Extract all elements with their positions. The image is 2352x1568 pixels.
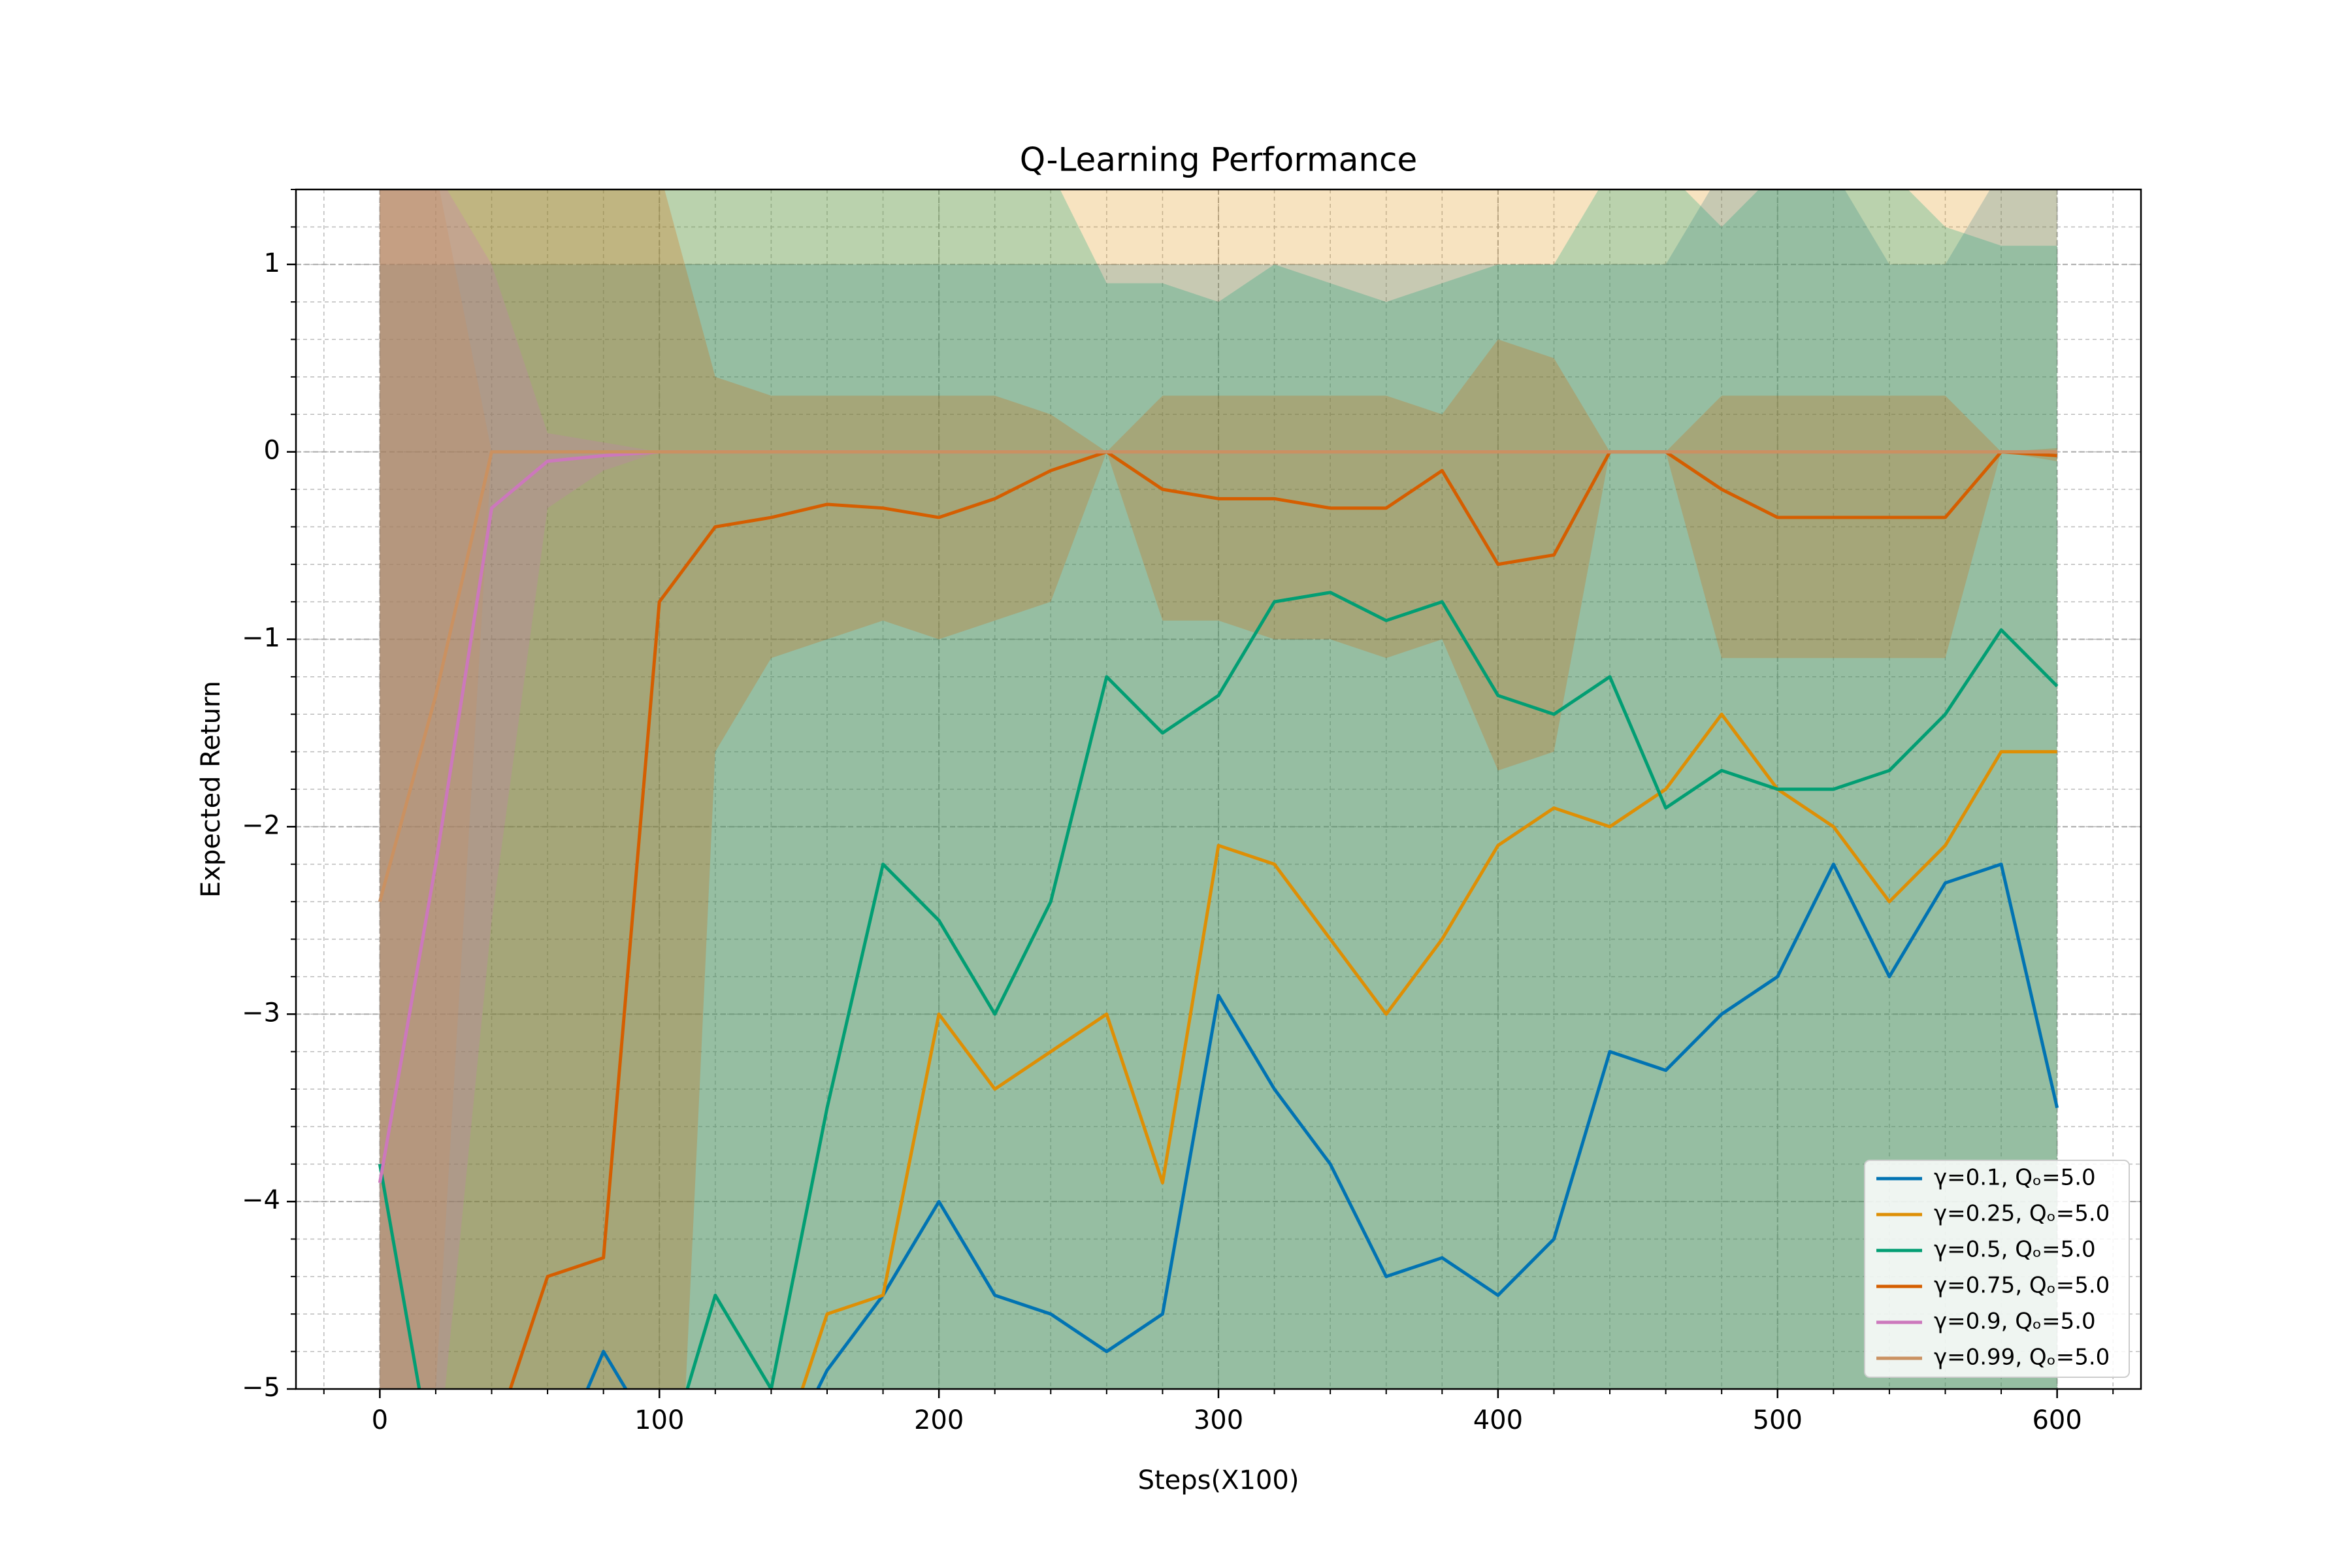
y-axis-label: Expected Return bbox=[196, 681, 226, 898]
y-tick-label: −5 bbox=[242, 1373, 280, 1403]
legend-label: γ=0.25, Qₒ=5.0 bbox=[1934, 1201, 2110, 1227]
x-tick-label: 400 bbox=[1473, 1405, 1523, 1435]
band bbox=[380, 189, 2057, 1389]
y-tick-label: 1 bbox=[264, 248, 280, 278]
legend: γ=0.1, Qₒ=5.0 γ=0.25, Qₒ=5.0 γ=0.5, Qₒ=5.0… bbox=[1864, 1160, 2130, 1378]
bands bbox=[380, 189, 2057, 1389]
x-axis-label: Steps(X100) bbox=[1138, 1465, 1299, 1495]
series-line bbox=[585, 862, 2059, 1389]
legend-box bbox=[1864, 1160, 2130, 1378]
y-tick-label: −4 bbox=[242, 1185, 280, 1215]
band bbox=[380, 189, 2057, 1389]
x-tick-label: 300 bbox=[1194, 1405, 1243, 1435]
x-tick-label: 200 bbox=[914, 1405, 964, 1435]
x-tick-label: 500 bbox=[1753, 1405, 1803, 1435]
legend-label: γ=0.9, Qₒ=5.0 bbox=[1934, 1309, 2096, 1335]
ticks: 0 100 200 300 400 500 600 −5 −4 −3 −2 −1 0 1 bbox=[242, 189, 2114, 1435]
chart-title: Q-Learning Performance bbox=[1020, 141, 1418, 179]
lines bbox=[378, 450, 2059, 1389]
x-tick-label: 0 bbox=[372, 1405, 388, 1435]
y-tick-label: −3 bbox=[242, 998, 280, 1028]
y-tick-label: −1 bbox=[242, 623, 280, 653]
y-tick-label: −2 bbox=[242, 810, 280, 840]
legend-label: γ=0.5, Qₒ=5.0 bbox=[1934, 1237, 2096, 1263]
series-line bbox=[508, 450, 2057, 1389]
band bbox=[380, 189, 2057, 1389]
series-line bbox=[378, 450, 2057, 902]
x-tick-label: 100 bbox=[634, 1405, 684, 1435]
legend-label: γ=0.75, Qₒ=5.0 bbox=[1934, 1273, 2110, 1299]
band bbox=[380, 189, 2057, 1389]
series-line bbox=[378, 591, 2059, 1389]
legend-label: γ=0.1, Qₒ=5.0 bbox=[1934, 1165, 2096, 1191]
x-tick-label: 600 bbox=[2032, 1405, 2082, 1435]
y-tick-label: 0 bbox=[264, 436, 280, 466]
legend-label: γ=0.99, Qₒ=5.0 bbox=[1934, 1345, 2110, 1371]
